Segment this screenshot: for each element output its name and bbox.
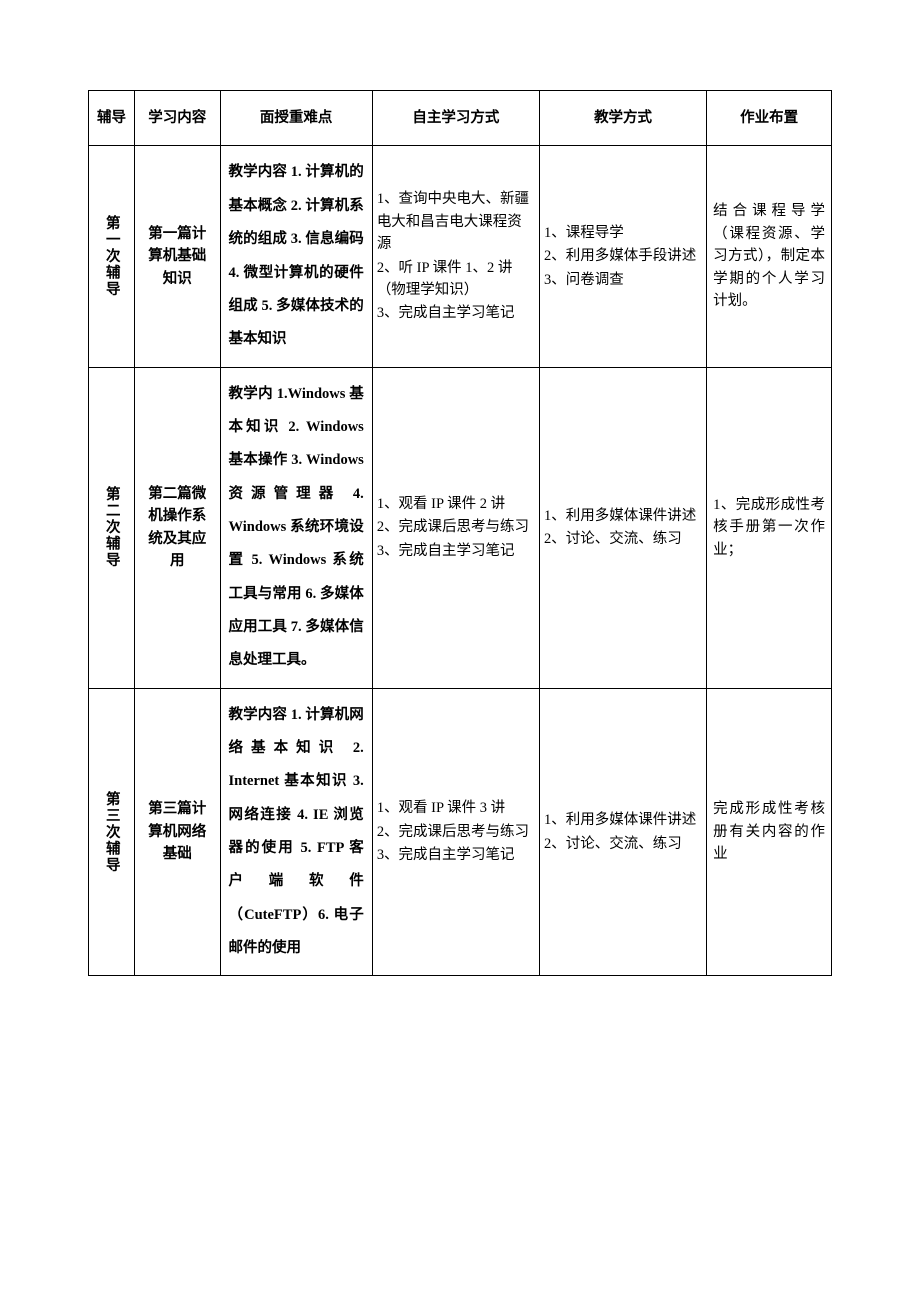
col-header-content: 学习内容 — [135, 91, 220, 146]
cell-keypoints: 教学内容 1. 计算机网络基本知识 2. Internet 基本知识 3. 网络… — [220, 688, 372, 976]
cell-content: 第一篇计算机基础知识 — [135, 146, 220, 367]
list-item: 2、讨论、交流、练习 — [544, 528, 702, 550]
list-item: 2、讨论、交流、练习 — [544, 833, 702, 855]
list-item: 2、利用多媒体手段讲述 — [544, 245, 702, 267]
list-item: 3、完成自主学习笔记 — [377, 302, 535, 324]
list-item: 1、观看 IP 课件 3 讲 — [377, 797, 535, 819]
list-item: 2、完成课后思考与练习 — [377, 516, 535, 538]
cell-homework: 结合课程导学（课程资源、学习方式），制定本学期的个人学习计划。 — [707, 146, 832, 367]
cell-homework: 完成形成性考核册有关内容的作业 — [707, 688, 832, 976]
list-item: 2、听 IP 课件 1、2 讲（物理学知识） — [377, 257, 535, 302]
list-item: 1、查询中央电大、新疆电大和昌吉电大课程资源 — [377, 188, 535, 255]
cell-session: 第二次辅导 — [89, 367, 135, 688]
cell-session: 第三次辅导 — [89, 688, 135, 976]
col-header-keypoints: 面授重难点 — [220, 91, 372, 146]
table-row: 第二次辅导 第二篇微机操作系统及其应用 教学内 1.Windows 基本知识 2… — [89, 367, 832, 688]
cell-teaching: 1、利用多媒体课件讲述 2、讨论、交流、练习 — [539, 367, 706, 688]
table-header-row: 辅导 学习内容 面授重难点 自主学习方式 教学方式 作业布置 — [89, 91, 832, 146]
col-header-homework: 作业布置 — [707, 91, 832, 146]
list-item: 2、完成课后思考与练习 — [377, 821, 535, 843]
cell-homework: 1、完成形成性考核手册第一次作业； — [707, 367, 832, 688]
col-header-session: 辅导 — [89, 91, 135, 146]
list-item: 1、利用多媒体课件讲述 — [544, 809, 702, 831]
list-item: 1、课程导学 — [544, 222, 702, 244]
cell-content: 第二篇微机操作系统及其应用 — [135, 367, 220, 688]
table-row: 第一次辅导 第一篇计算机基础知识 教学内容 1. 计算机的基本概念 2. 计算机… — [89, 146, 832, 367]
cell-keypoints: 教学内 1.Windows 基本知识 2. Windows 基本操作 3. Wi… — [220, 367, 372, 688]
cell-selfstudy: 1、查询中央电大、新疆电大和昌吉电大课程资源 2、听 IP 课件 1、2 讲（物… — [372, 146, 539, 367]
list-item: 3、完成自主学习笔记 — [377, 844, 535, 866]
cell-session: 第一次辅导 — [89, 146, 135, 367]
list-item: 3、问卷调查 — [544, 269, 702, 291]
col-header-teaching: 教学方式 — [539, 91, 706, 146]
cell-content: 第三篇计算机网络基础 — [135, 688, 220, 976]
list-item: 1、利用多媒体课件讲述 — [544, 505, 702, 527]
list-item: 3、完成自主学习笔记 — [377, 540, 535, 562]
cell-keypoints: 教学内容 1. 计算机的基本概念 2. 计算机系统的组成 3. 信息编码 4. … — [220, 146, 372, 367]
cell-teaching: 1、利用多媒体课件讲述 2、讨论、交流、练习 — [539, 688, 706, 976]
col-header-selfstudy: 自主学习方式 — [372, 91, 539, 146]
cell-selfstudy: 1、观看 IP 课件 3 讲 2、完成课后思考与练习 3、完成自主学习笔记 — [372, 688, 539, 976]
syllabus-table: 辅导 学习内容 面授重难点 自主学习方式 教学方式 作业布置 第一次辅导 第一篇… — [88, 90, 832, 976]
cell-teaching: 1、课程导学 2、利用多媒体手段讲述 3、问卷调查 — [539, 146, 706, 367]
table-row: 第三次辅导 第三篇计算机网络基础 教学内容 1. 计算机网络基本知识 2. In… — [89, 688, 832, 976]
list-item: 1、观看 IP 课件 2 讲 — [377, 493, 535, 515]
cell-selfstudy: 1、观看 IP 课件 2 讲 2、完成课后思考与练习 3、完成自主学习笔记 — [372, 367, 539, 688]
